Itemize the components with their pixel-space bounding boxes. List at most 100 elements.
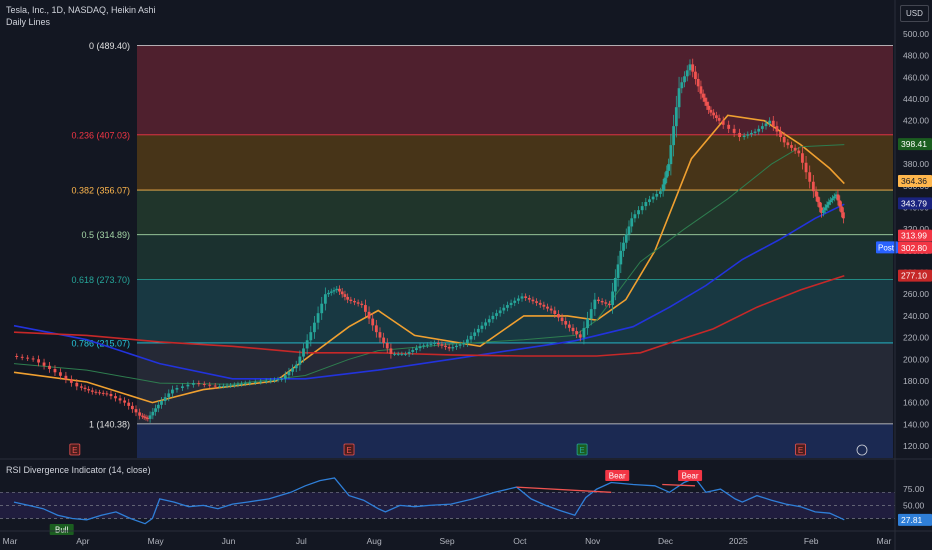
candle-body: [771, 120, 775, 127]
candle-body: [240, 383, 244, 385]
candle-body: [567, 324, 571, 328]
candle-body: [181, 386, 184, 388]
candle-body: [202, 383, 206, 385]
currency-button[interactable]: USD: [900, 5, 929, 22]
candle-body: [197, 383, 201, 385]
candle-body: [101, 392, 105, 394]
candle-body: [768, 120, 772, 124]
x-tick-label: Jun: [222, 536, 236, 546]
candle-body: [64, 375, 68, 380]
candle-body: [323, 294, 327, 304]
fib-label: 0 (489.40): [89, 41, 130, 51]
candle-body: [20, 356, 24, 358]
candle-body: [575, 331, 579, 335]
divergence-badge: [605, 470, 630, 481]
candle-body: [302, 348, 305, 357]
fib-label: 0.618 (273.70): [71, 275, 130, 285]
candle-body: [42, 362, 46, 366]
candle-body: [691, 64, 695, 72]
y-tick-label: 200.00: [903, 354, 929, 364]
x-tick-label: Dec: [658, 536, 674, 546]
candle-body: [727, 124, 731, 129]
y-tick-label: 480.00: [903, 51, 929, 61]
candle-body: [253, 382, 257, 384]
rsi-value: 27.81: [901, 515, 923, 525]
candle-body: [688, 64, 692, 71]
candle-body: [291, 368, 294, 372]
candle-body: [509, 302, 513, 306]
earnings-label: E: [72, 446, 77, 455]
candle-body: [343, 294, 347, 297]
candle-body: [469, 335, 473, 340]
candle-body: [640, 206, 644, 211]
candle-body: [757, 128, 761, 132]
rsi-tick-label: 75.00: [903, 484, 925, 494]
ma-line-ma_blue: [13, 203, 845, 380]
candle-body: [701, 93, 705, 98]
candle-body: [109, 393, 113, 397]
candle-body: [703, 97, 707, 102]
x-tick-label: Feb: [804, 536, 819, 546]
candle-body: [186, 384, 190, 387]
candle-body: [243, 383, 247, 385]
candle-body: [31, 358, 35, 360]
candle-body: [465, 339, 469, 343]
candle-body: [298, 356, 302, 365]
bear-divergence-line: [662, 483, 696, 487]
candle-body: [782, 137, 786, 143]
candle-body: [332, 290, 336, 292]
ma-line-ma_red: [13, 275, 845, 357]
candle-body: [269, 380, 273, 382]
fib-label: 0.382 (356.07): [71, 186, 130, 196]
x-tick-label: Jul: [296, 536, 307, 546]
candle-body: [648, 199, 651, 203]
x-tick-label: Oct: [513, 536, 527, 546]
candle-body: [191, 383, 195, 385]
x-tick-label: Nov: [585, 536, 601, 546]
fib-label: 0.236 (407.03): [71, 130, 130, 140]
candle-body: [146, 418, 150, 420]
candle-body: [823, 207, 827, 211]
x-tick-label: 2025: [729, 536, 748, 546]
divergence-badge: [678, 470, 703, 481]
candle-body: [79, 386, 83, 388]
candle-body: [118, 398, 122, 401]
candle-body: [320, 303, 324, 314]
candle-body: [340, 291, 344, 295]
candle-body: [346, 296, 350, 300]
candle-body: [838, 200, 842, 207]
rsi-title: RSI Divergence Indicator (14, close): [6, 465, 151, 475]
x-tick-label: Aug: [367, 536, 382, 546]
candle-body: [712, 112, 716, 116]
candle-body: [667, 164, 670, 171]
candle-body: [790, 145, 793, 148]
fib-zone: [137, 134, 893, 191]
candle-body: [229, 385, 233, 387]
candle-body: [797, 150, 801, 154]
y-tick-label: 380.00: [903, 159, 929, 169]
candle-body: [148, 415, 152, 419]
price-label: 277.10: [901, 271, 927, 281]
candle-body: [225, 385, 229, 387]
candle-body: [840, 206, 843, 213]
candle-body: [721, 120, 725, 125]
candle-body: [327, 292, 330, 295]
candle-body: [622, 242, 625, 251]
candle-body: [287, 371, 291, 376]
fib-zone: [137, 234, 893, 280]
price-label-box: [898, 138, 932, 151]
candle-body: [400, 353, 404, 355]
candle-body: [138, 412, 142, 416]
earnings-marker: [343, 443, 355, 456]
candle-body: [272, 379, 276, 381]
dividend-icon: [856, 444, 868, 456]
candle-body: [338, 288, 341, 292]
candle-body: [538, 302, 542, 305]
candle-body: [624, 234, 628, 243]
post-badge: [876, 241, 898, 254]
candle-body: [661, 184, 665, 192]
candle-body: [495, 313, 498, 316]
candle-body: [294, 364, 298, 369]
candle-body: [627, 226, 631, 235]
